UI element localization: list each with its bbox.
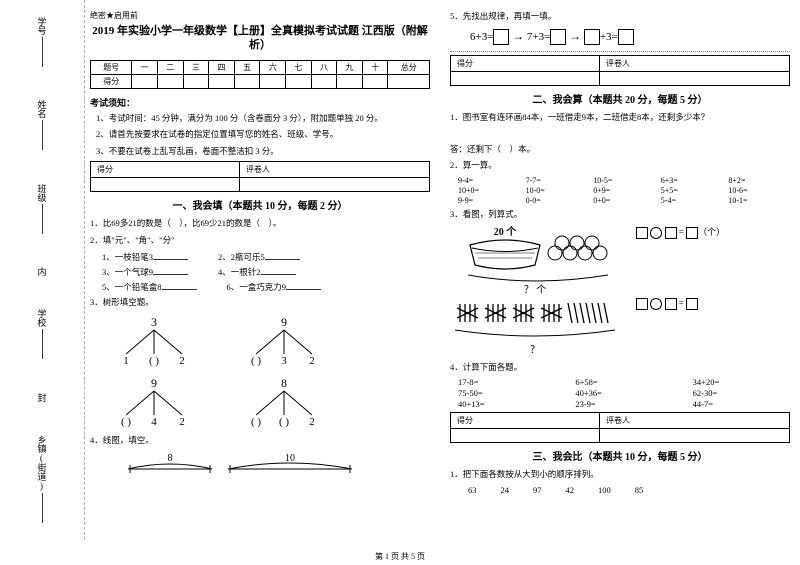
sidebar-banji: 班级 (36, 184, 49, 234)
basket-svg: 20 个 ？ 个 (450, 225, 620, 295)
exam-title: 2019 年实验小学一年级数学【上册】全真模拟考试试题 江西版（附解析） (90, 24, 430, 53)
svg-text:20 个: 20 个 (494, 225, 518, 238)
calc-grid: 9-4=7-7=10-5=6+3=8+2= 10+0=10-0=0+9=5+5=… (450, 176, 790, 205)
page-footer: 第 1 页 共 5 页 (0, 551, 800, 562)
svg-text:10: 10 (285, 453, 295, 464)
left-column: 绝密★启用前 2019 年实验小学一年级数学【上册】全真模拟考试试题 江西版（附… (90, 10, 430, 545)
sidebar-xuehao: 学号 (36, 17, 49, 67)
sidebar-nei: 内 (36, 267, 49, 276)
section-3-title: 三、我会比（本题共 10 分，每题 5 分） (450, 448, 790, 463)
calc-grid-2: 17-8=6+58=34+20= 75-50=40+36=62-30= 40+1… (450, 377, 790, 409)
s2-q1: 1．图书室有连环画84本，一班借走9本，二班借走8本，还剩多少本？ (450, 111, 790, 125)
sidebar-xingming: 姓名 (36, 100, 49, 150)
section-2-title: 二、我会算（本题共 20 分，每题 5 分） (450, 91, 790, 106)
svg-text:？ 个: ？ 个 (524, 284, 547, 295)
svg-text:( ): ( ) (279, 416, 289, 427)
q2-row3: 5、一个铅笔盒8 6、一盒巧克力9 (90, 281, 430, 293)
svg-text:8: 8 (281, 377, 287, 390)
sidebar-xiangzhen: 乡镇(街道) (36, 435, 49, 523)
tree-4: 8 ( ) ( ) 2 (244, 377, 324, 427)
svg-text:1: 1 (123, 355, 129, 366)
s2-q4: 4．计算下面各题。 (450, 361, 790, 375)
num-row: 6324974210085 (450, 485, 790, 495)
svg-text:2: 2 (309, 416, 315, 427)
svg-text:9: 9 (151, 377, 157, 390)
notice-1: 1、考试时间：45 分钟，满分为 100 分（含卷面分 3 分），附加题单独 2… (90, 112, 430, 126)
svg-text:？: ？ (530, 345, 540, 356)
sidebar-feng: 封 (36, 393, 49, 402)
q4: 4．线图，填空。 (90, 434, 430, 448)
rater-table-1: 得分评卷人 (90, 161, 430, 192)
q2-row1: 1、一枝铅笔3 2、2瓶可乐5 (90, 251, 430, 263)
q1: 1．比69多21的数是（ ），比69少21的数是（ ）。 (90, 217, 430, 231)
s2-ans: 答：还剩下（ ）本。 (450, 143, 790, 157)
svg-text:9: 9 (281, 316, 287, 329)
tally-eq: = (636, 298, 698, 310)
tree-1: 3 1 ( ) 2 (114, 316, 194, 366)
svg-text:2: 2 (179, 416, 185, 427)
basket-figure: 20 个 ？ 个 = （个） (450, 225, 790, 295)
notice-3: 3、不要在试卷上乱写乱画，卷面不整洁扣 3 分。 (90, 145, 430, 159)
svg-text:8: 8 (168, 453, 173, 464)
svg-text:3: 3 (151, 316, 157, 329)
s2-q2: 2．算一算。 (450, 159, 790, 173)
svg-text:4: 4 (151, 416, 157, 427)
notice-head: 考试须知： (90, 96, 430, 109)
s3-q1: 1．把下面各数按从大到小的顺序排列。 (450, 468, 790, 482)
svg-text:3: 3 (281, 355, 287, 366)
section-1-title: 一、我会填（本题共 10 分，每题 2 分） (90, 197, 430, 212)
q3: 3．树形填空题。 (90, 296, 430, 310)
tree-3: 9 ( ) 4 2 (114, 377, 194, 427)
notice-2: 2、请首先按要求在试卷的指定位置填写您的姓名、班级、学号。 (90, 128, 430, 142)
tree-row-1: 3 1 ( ) 2 9 ( ) 3 2 (90, 316, 430, 366)
q5-equation: 6+3= → 7+3= → +3= (450, 27, 790, 47)
tally-figure: ？ = (450, 298, 790, 358)
svg-text:( ): ( ) (121, 416, 131, 427)
score-table: 题号一二三四五六七八九十总分 得分 (90, 60, 430, 89)
basket-eq: = （个） (636, 225, 725, 239)
svg-text:2: 2 (179, 355, 185, 366)
page-content: 绝密★启用前 2019 年实验小学一年级数学【上册】全真模拟考试试题 江西版（附… (90, 10, 790, 545)
svg-text:( ): ( ) (149, 355, 159, 366)
q2: 2．填"元"、"角"、"分" (90, 234, 430, 248)
secret-tag: 绝密★启用前 (90, 10, 430, 21)
rater-table-2: 得分评卷人 (450, 55, 790, 86)
q2-row2: 3、一个气球9 4、一根针2 (90, 266, 430, 278)
svg-text:( ): ( ) (251, 416, 261, 427)
s2-q3: 3．看图，列算式。 (450, 208, 790, 222)
q5: 5．先找出规律，再填一填。 (450, 10, 790, 24)
tally-svg: ？ (450, 298, 620, 358)
rater-table-3: 得分评卷人 (450, 412, 790, 443)
binding-sidebar: 学号 姓名 班级 内 学校 封 乡镇(街道) (0, 0, 85, 540)
svg-text:2: 2 (309, 355, 315, 366)
line-graph: 8 10 (110, 451, 370, 481)
right-column: 5．先找出规律，再填一填。 6+3= → 7+3= → +3= 得分评卷人 二、… (450, 10, 790, 545)
tree-2: 9 ( ) 3 2 (244, 316, 324, 366)
sidebar-xuexiao: 学校 (36, 309, 49, 359)
svg-text:( ): ( ) (251, 355, 261, 366)
tree-row-2: 9 ( ) 4 2 8 ( ) ( ) 2 (90, 377, 430, 427)
